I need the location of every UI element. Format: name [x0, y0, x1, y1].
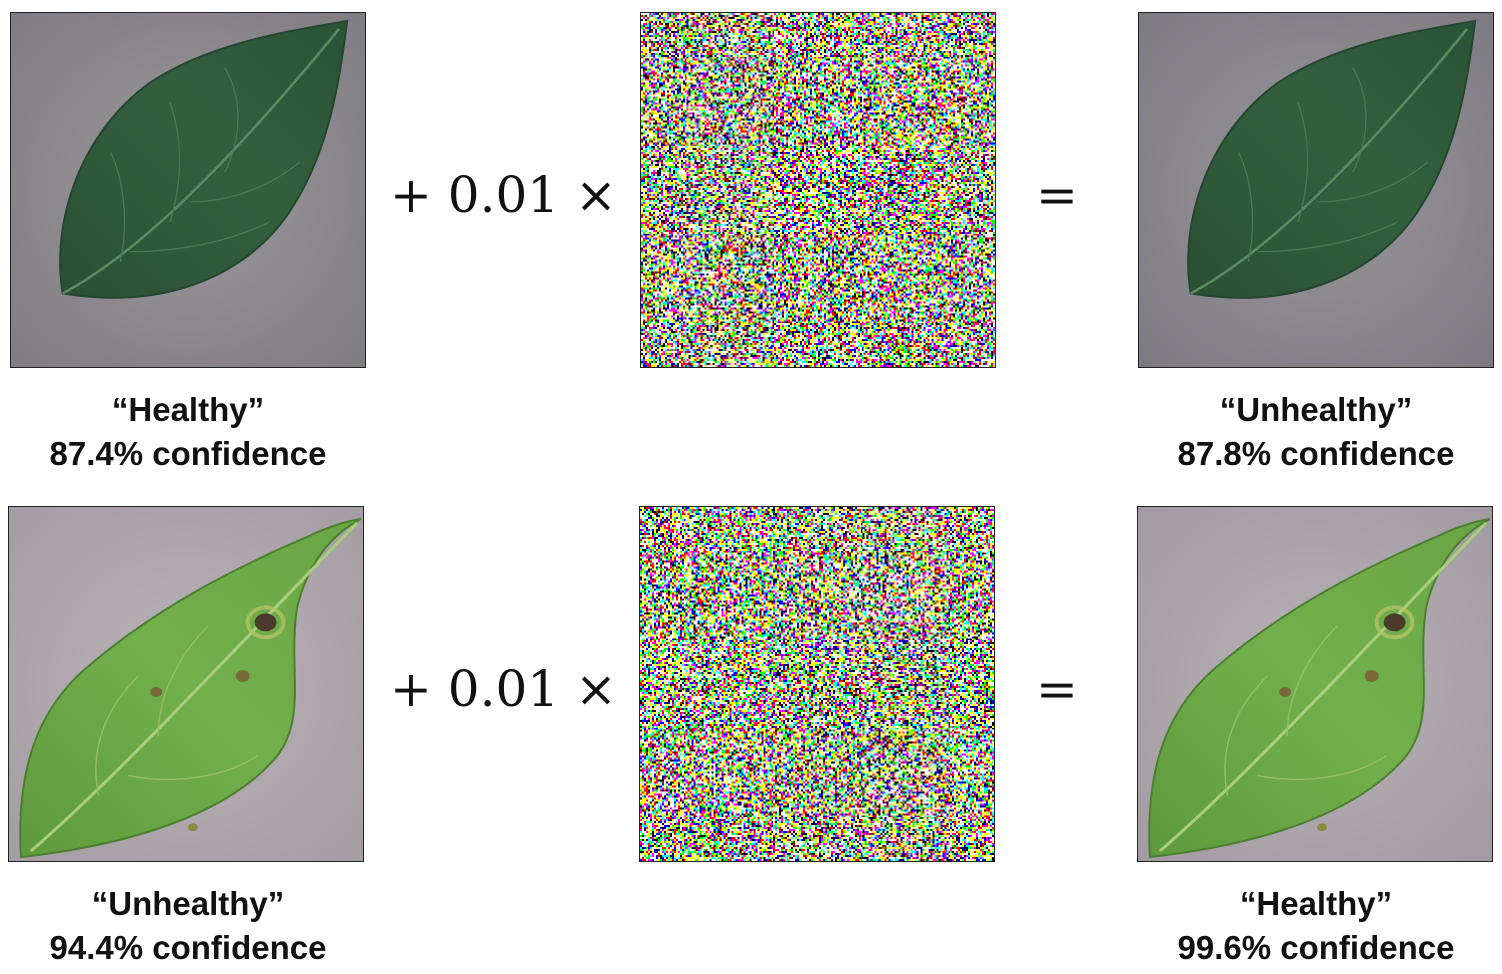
input-caption: “Healthy” 87.4% confidence [0, 388, 378, 476]
output-caption: “Healthy” 99.6% confidence [1126, 882, 1502, 970]
output-caption: “Unhealthy” 87.8% confidence [1126, 388, 1502, 476]
equals-operator: = [1036, 166, 1078, 224]
output-class-label: “Healthy” [1239, 885, 1393, 922]
input-confidence: 94.4% confidence [49, 929, 327, 966]
output-image-perturbed-leaf [1137, 506, 1493, 862]
input-class-label: “Healthy” [111, 391, 265, 428]
output-confidence: 99.6% confidence [1177, 929, 1455, 966]
leaf-image-light-green-spotted [1138, 507, 1492, 861]
leaf-image-dark-green [1139, 13, 1493, 367]
adversarial-row-2: + 0.01 × = “Unhealthy” 94 [0, 494, 1502, 966]
input-confidence: 87.4% confidence [49, 435, 327, 472]
input-caption: “Unhealthy” 94.4% confidence [0, 882, 378, 970]
input-image-healthy-leaf [10, 12, 366, 368]
noise-canvas [640, 507, 994, 861]
output-class-label: “Unhealthy” [1219, 391, 1413, 428]
plus-times-operator: + 0.01 × [390, 660, 617, 718]
output-confidence: 87.8% confidence [1177, 435, 1455, 472]
perturbation-noise-image [640, 12, 996, 368]
input-class-label: “Unhealthy” [91, 885, 285, 922]
noise-canvas [641, 13, 995, 367]
output-image-perturbed-leaf [1138, 12, 1494, 368]
input-image-diseased-leaf [8, 506, 364, 862]
perturbation-noise-image [639, 506, 995, 862]
plus-times-operator: + 0.01 × [390, 166, 617, 224]
leaf-image-dark-green [11, 13, 365, 367]
equals-operator: = [1036, 660, 1078, 718]
adversarial-row-1: + 0.01 × = “Healthy” 87.4% confidence [0, 0, 1502, 472]
leaf-image-light-green-spotted [9, 507, 363, 861]
